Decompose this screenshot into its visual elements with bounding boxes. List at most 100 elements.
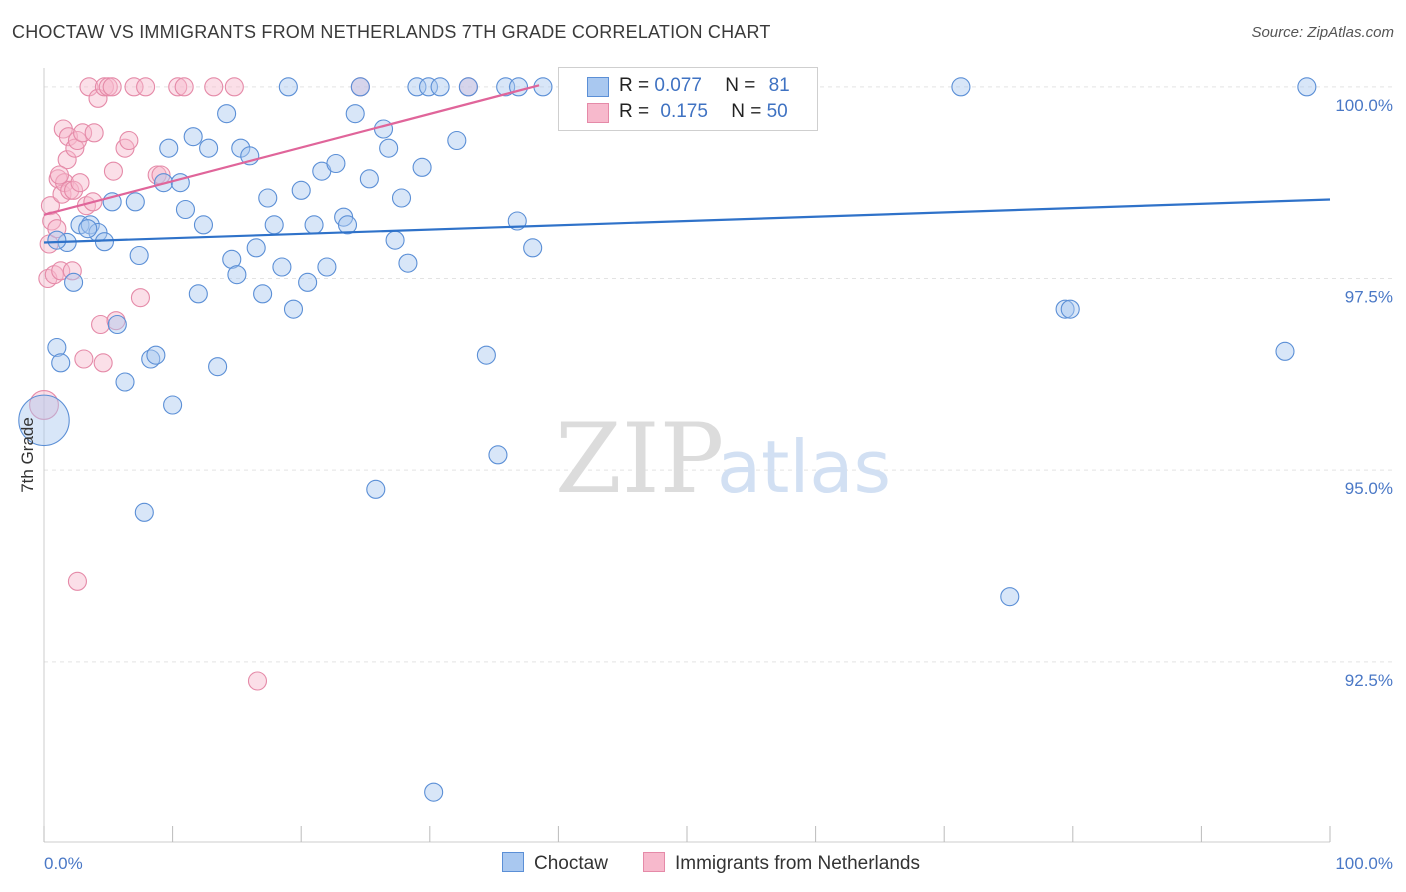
legend-n-value: 81 <box>768 75 790 96</box>
choctaw-point <box>163 395 183 415</box>
choctaw-point <box>385 230 405 250</box>
bottom-legend-swatch-choctaw <box>502 852 524 872</box>
choctaw-point <box>447 130 467 151</box>
choctaw-point <box>272 257 292 277</box>
choctaw-point <box>146 345 166 365</box>
immigrants-point <box>40 196 60 216</box>
choctaw-point <box>304 215 324 235</box>
immigrants-point <box>73 123 93 143</box>
legend-n-label: N = <box>731 101 762 122</box>
legend-n-label: N = <box>725 75 756 96</box>
choctaw-point <box>78 219 98 239</box>
series-choctaw-points <box>18 77 1317 802</box>
trend-lines <box>43 84 1331 244</box>
watermark-atlas: atlas <box>717 425 891 509</box>
choctaw-point <box>258 188 278 208</box>
choctaw-point <box>951 77 971 97</box>
choctaw-point <box>298 272 318 292</box>
immigrants-point <box>119 130 139 151</box>
bottom-legend-swatch-immigrants <box>643 852 665 872</box>
choctaw-point <box>424 782 444 802</box>
choctaw-point <box>412 157 432 177</box>
immigrants-point <box>57 150 77 170</box>
axes <box>43 68 1331 843</box>
choctaw-point <box>188 284 208 304</box>
choctaw-point <box>1275 341 1295 361</box>
choctaw-point <box>227 265 247 285</box>
legend-row-choctaw: R = 0.077 N = 81 <box>619 75 790 97</box>
choctaw-point <box>217 104 237 124</box>
immigrants-point <box>49 165 69 185</box>
choctaw-point <box>488 445 508 465</box>
immigrants-point <box>51 261 71 281</box>
immigrants-point <box>84 123 104 143</box>
choctaw-point <box>208 357 228 377</box>
immigrants-point <box>93 353 113 373</box>
choctaw-point <box>359 169 379 189</box>
immigrants-point <box>174 77 194 97</box>
choctaw-point <box>366 479 386 499</box>
legend-row-immigrants: R = 0.175 N = 50 <box>619 101 788 123</box>
y-tick-labels: 100.0% 97.5% 95.0% 92.5% <box>1335 96 1393 690</box>
choctaw-point <box>291 180 311 200</box>
choctaw-point <box>18 394 70 447</box>
choctaw-point <box>317 257 337 277</box>
immigrants-point <box>168 77 188 97</box>
immigrants-point <box>64 180 84 200</box>
legend-r-label: R = <box>619 75 650 96</box>
choctaw-point <box>345 104 365 124</box>
immigrants-point <box>74 349 94 369</box>
choctaw-point <box>159 138 179 158</box>
choctaw-point <box>418 77 439 97</box>
choctaw-point <box>64 272 84 292</box>
choctaw-point <box>458 77 478 97</box>
y-axis-label: 7th Grade <box>18 417 37 493</box>
choctaw-point <box>337 215 358 235</box>
choctaw-point <box>253 284 273 304</box>
choctaw-point <box>391 188 412 208</box>
choctaw-point <box>129 245 149 266</box>
choctaw-point <box>350 77 370 97</box>
immigrants-point <box>136 77 156 97</box>
choctaw-point <box>278 77 298 97</box>
immigrants-point <box>47 219 67 239</box>
choctaw-point <box>523 238 543 258</box>
legend-swatch-immigrants <box>587 103 609 123</box>
immigrants-point <box>70 173 90 193</box>
choctaw-point <box>125 192 145 212</box>
choctaw-point <box>398 253 418 273</box>
bottom-legend-choctaw: Choctaw <box>502 852 608 875</box>
choctaw-point <box>115 372 135 392</box>
choctaw-point <box>134 502 154 522</box>
choctaw-point <box>407 77 427 97</box>
choctaw-point <box>175 199 196 220</box>
immigrants-point <box>91 314 111 335</box>
immigrants-trend-line <box>43 84 540 216</box>
bottom-legend-immigrants: Immigrants from Netherlands <box>643 852 920 875</box>
choctaw-point <box>476 345 496 365</box>
immigrants-point <box>124 77 144 97</box>
grid-lines <box>44 86 1392 663</box>
bottom-legend-label-immigrants: Immigrants from Netherlands <box>675 853 920 874</box>
immigrants-point <box>130 288 150 308</box>
bottom-legend-label-choctaw: Choctaw <box>534 853 608 874</box>
stats-legend: R = 0.077 N = 81 R = 0.175 N = 50 <box>558 67 818 131</box>
immigrants-point <box>29 390 59 420</box>
immigrants-point <box>247 671 268 691</box>
choctaw-point <box>141 349 161 369</box>
choctaw-point <box>47 230 67 250</box>
immigrants-point <box>224 77 244 97</box>
legend-n-value: 50 <box>766 101 788 122</box>
choctaw-point <box>373 119 394 139</box>
y-tick-label: 92.5% <box>1345 671 1393 690</box>
y-tick-label: 97.5% <box>1345 288 1393 307</box>
immigrants-point <box>102 77 122 97</box>
legend-r-value: 0.077 <box>654 75 702 96</box>
choctaw-point <box>326 153 346 174</box>
choctaw-trend-line <box>43 198 1331 244</box>
x-tick-label: 100.0% <box>1335 854 1393 873</box>
choctaw-point <box>51 353 71 373</box>
choctaw-point <box>1060 299 1080 319</box>
immigrants-point <box>65 138 85 158</box>
